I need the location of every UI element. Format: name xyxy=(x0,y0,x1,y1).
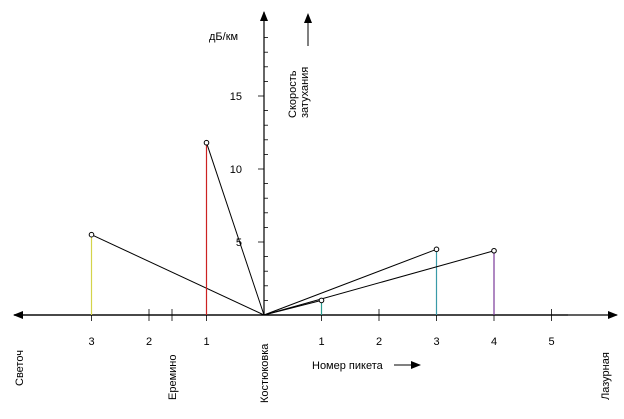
y-tick-label: 5 xyxy=(236,237,242,249)
data-point xyxy=(433,246,440,253)
y-tick-label: 15 xyxy=(230,91,242,103)
station-label: Еремино xyxy=(167,355,179,400)
x-tick-label: 1 xyxy=(203,336,209,348)
data-point xyxy=(88,231,95,238)
data-point xyxy=(491,247,497,254)
data-point xyxy=(318,297,325,304)
station-label: Костюковка xyxy=(259,343,271,403)
x-axis-label: Номер пикета xyxy=(312,360,384,372)
x-tick-label: 3 xyxy=(433,336,439,348)
axes xyxy=(13,11,618,369)
data-lines xyxy=(88,139,497,316)
data-line xyxy=(206,142,265,316)
x-tick-label: 2 xyxy=(146,336,152,348)
labels: 5 10 15 3 2 1 1 2 3 4 5 дБ/км Скорость затухания Номер… xyxy=(14,31,612,403)
data-point xyxy=(203,139,210,146)
x-tick-label: 3 xyxy=(88,336,94,348)
y-axis-label: дБ/км xyxy=(209,31,238,43)
ticks xyxy=(91,37,552,321)
x-tick-label: 2 xyxy=(376,336,382,348)
station-label: Светоч xyxy=(14,350,26,386)
y-axis-caption-line: затухания xyxy=(299,67,311,118)
y-axis-caption-line: Скорость xyxy=(287,70,299,118)
x-tick-label: 1 xyxy=(318,336,324,348)
y-tick-label: 10 xyxy=(230,164,242,176)
data-line xyxy=(91,234,265,316)
station-label: Лазурная xyxy=(600,352,612,400)
x-tick-label: 5 xyxy=(548,336,554,348)
data-line xyxy=(263,250,495,316)
x-tick-label: 4 xyxy=(491,336,497,348)
data-line xyxy=(263,248,437,316)
